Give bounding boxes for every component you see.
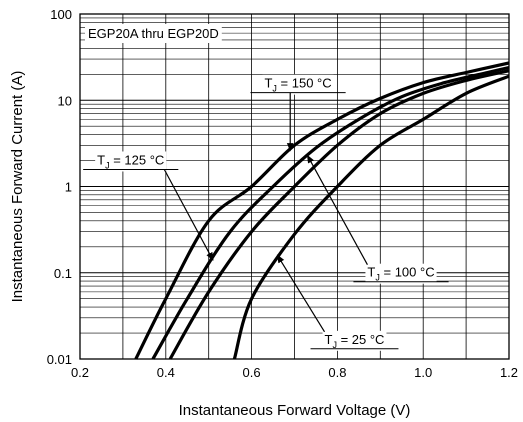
chart-title-box: EGP20A thru EGP20D bbox=[85, 24, 222, 43]
series-line-3 bbox=[232, 74, 510, 360]
x-tick-label: 0.4 bbox=[157, 365, 175, 380]
y-tick-label: 0.1 bbox=[54, 266, 72, 281]
plot-frame bbox=[79, 13, 510, 360]
grid bbox=[80, 14, 509, 359]
annotation-arrow bbox=[306, 154, 368, 265]
chart-title: EGP20A thru EGP20D bbox=[88, 26, 219, 41]
y-tick-label: 10 bbox=[58, 93, 72, 108]
annotation-arrow bbox=[276, 254, 326, 333]
series-label-1: TJ = 125 °C bbox=[83, 151, 214, 261]
x-tick-label: 0.2 bbox=[71, 365, 89, 380]
y-axis-label: Instantaneous Forward Current (A) bbox=[9, 71, 26, 303]
x-axis-label: Instantaneous Forward Voltage (V) bbox=[179, 402, 411, 419]
series-line-0 bbox=[134, 61, 510, 360]
series-line-1 bbox=[151, 65, 510, 360]
series-label-0: TJ = 150 °C bbox=[250, 74, 346, 152]
series-label-3: TJ = 25 °C bbox=[276, 254, 399, 351]
x-tick-label: 1.0 bbox=[414, 365, 432, 380]
tick-labels: 0.2 0.4 0.6 0.8 1.0 1.2 0.01 0.1 1 10 100 bbox=[47, 7, 518, 380]
series-label-text: TJ = 25 °C bbox=[325, 332, 385, 350]
y-tick-label: 1 bbox=[65, 180, 72, 195]
series-lines bbox=[134, 61, 510, 360]
annotation-arrow bbox=[163, 169, 214, 261]
series-label-text: TJ = 150 °C bbox=[264, 76, 331, 94]
y-tick-label: 0.01 bbox=[47, 352, 72, 367]
series-line-2 bbox=[168, 69, 510, 360]
x-tick-label: 0.6 bbox=[243, 365, 261, 380]
series-label-2: TJ = 100 °C bbox=[306, 154, 449, 284]
x-tick-label: 0.8 bbox=[328, 365, 346, 380]
annotations: TJ = 150 °C TJ = 125 °C TJ = 100 °C TJ = 25… bbox=[83, 74, 449, 351]
y-tick-label: 100 bbox=[50, 7, 72, 22]
series-label-text: TJ = 100 °C bbox=[367, 265, 434, 283]
x-tick-label: 1.2 bbox=[500, 365, 518, 380]
series-label-text: TJ = 125 °C bbox=[97, 152, 164, 170]
